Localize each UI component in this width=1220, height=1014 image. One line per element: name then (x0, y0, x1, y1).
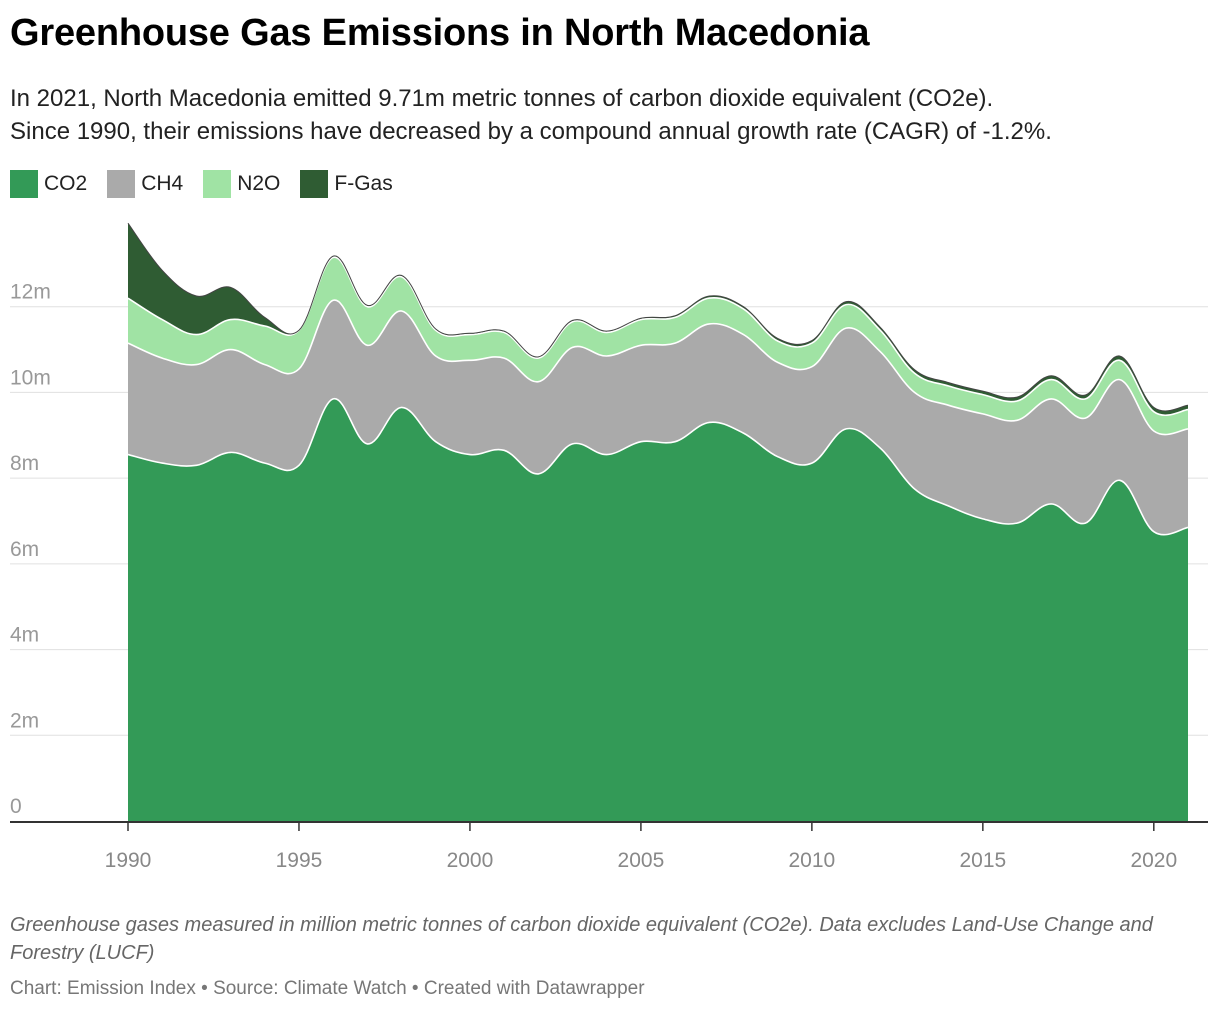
area-layers (127, 222, 1189, 821)
legend-item-ch4: CH4 (107, 170, 183, 198)
x-tick-label: 2000 (447, 849, 494, 872)
area-co2 (128, 398, 1188, 821)
boundary-line (127, 299, 1189, 436)
area-fgas (128, 223, 1188, 416)
y-tick-label: 4m (10, 624, 39, 647)
legend-swatch (300, 170, 329, 198)
legend-item-n2o: N2O (203, 170, 280, 198)
area-n2o (128, 257, 1188, 435)
x-tick-label: 1990 (105, 849, 152, 872)
chart-notes: Greenhouse gases measured in million met… (10, 914, 1153, 964)
legend-label: CH4 (141, 172, 184, 195)
x-tick-label: 2015 (959, 849, 1006, 872)
legend-item-co2: CO2 (10, 170, 87, 198)
y-tick-label: 12m (10, 281, 51, 304)
boundary-line (127, 398, 1189, 536)
chart-title: Greenhouse Gas Emissions in North Macedo… (10, 12, 870, 54)
x-tick-label: 2010 (789, 849, 836, 872)
x-tick-label: 2020 (1130, 849, 1177, 872)
chart-credits: Chart: Emission Index • Source: Climate … (10, 978, 645, 999)
y-tick-label: 6m (10, 538, 39, 561)
legend-item-fgas: F-Gas (300, 170, 393, 198)
legend-label: CO2 (44, 172, 88, 195)
y-tick-label: 8m (10, 452, 39, 475)
legend-swatch (10, 170, 38, 198)
subtitle-line-2: Since 1990, their emissions have decreas… (10, 118, 1052, 145)
legend-swatch (203, 170, 232, 198)
subtitle-line-1: In 2021, North Macedonia emitted 9.71m m… (10, 85, 994, 112)
legend-label: N2O (237, 172, 281, 195)
area-ch4 (128, 300, 1188, 535)
legend-swatch (107, 170, 136, 198)
y-tick-label: 10m (10, 366, 51, 389)
legend: CO2 CH4 N2O F-Gas (10, 170, 413, 198)
y-tick-label: 0 (10, 795, 22, 818)
stacked-area-chart: 0 2m 4m 6m 8m 10m 12m 1990 1995 2000 2005 2010 2015 2… (10, 222, 1208, 872)
x-tick-label: 1995 (276, 849, 323, 872)
chart-subtitle: In 2021, North Macedonia emitted 9.71m m… (10, 82, 1210, 148)
boundary-line (127, 222, 1189, 412)
y-tick-label: 2m (10, 709, 39, 732)
x-tick-label: 2005 (618, 849, 665, 872)
legend-label: F-Gas (334, 172, 393, 195)
